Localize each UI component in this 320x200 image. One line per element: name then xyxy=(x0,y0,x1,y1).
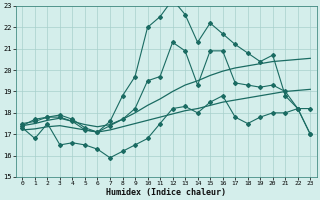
X-axis label: Humidex (Indice chaleur): Humidex (Indice chaleur) xyxy=(106,188,226,197)
